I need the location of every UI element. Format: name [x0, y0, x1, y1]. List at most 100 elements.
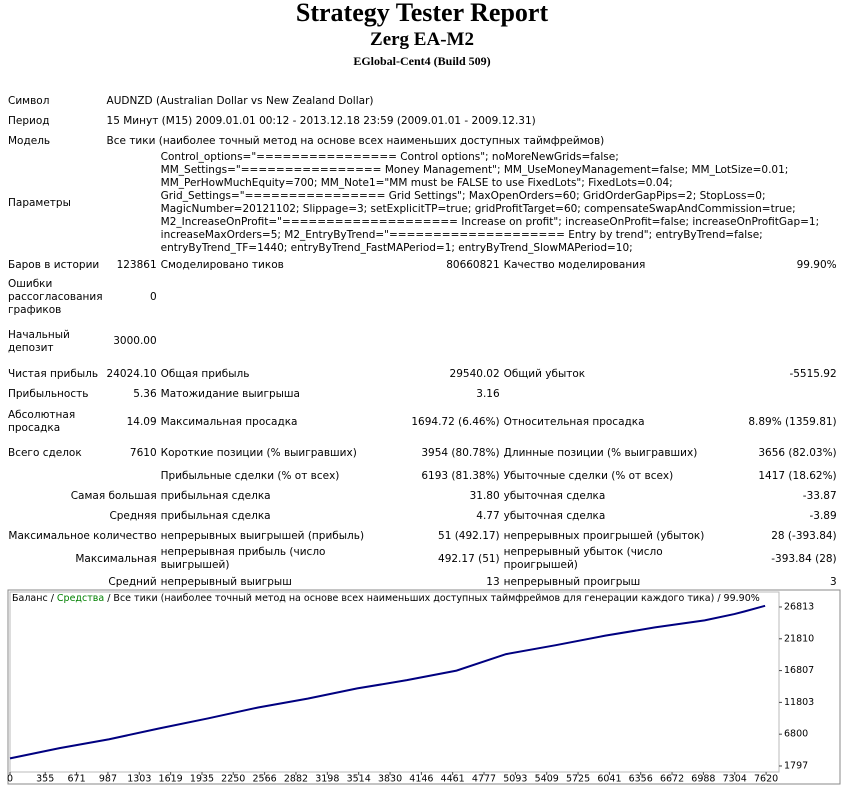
- balance-line: [9, 604, 766, 760]
- chart-frame: [7, 589, 841, 785]
- label: Средняя: [109, 509, 157, 522]
- x-tick-label: 2882: [284, 774, 308, 785]
- label: Начальный депозит: [8, 328, 70, 354]
- label: Чистая прибыль: [8, 367, 99, 380]
- value: -3.89: [809, 509, 837, 522]
- report-subtitle: Zerg EA-M2: [370, 29, 474, 50]
- value: 3: [829, 575, 837, 588]
- label: Параметры: [8, 196, 71, 209]
- value: 7610: [129, 446, 157, 459]
- value: 6193 (81.38%): [421, 469, 500, 482]
- plot-area: [9, 591, 780, 773]
- label: непрерывный выигрыш: [160, 575, 292, 588]
- label: Максимальная просадка: [160, 415, 298, 428]
- x-tick-label: 4777: [472, 774, 496, 785]
- stats-table: Символ AUDNZD (Australian Dollar vs New Z…: [6, 91, 839, 592]
- value: 24024.10: [106, 367, 157, 380]
- label: Матожидание выигрыша: [160, 387, 300, 400]
- value: Control_options="================ Contro…: [160, 151, 820, 254]
- report-title: Strategy Tester Report: [295, 0, 549, 27]
- value: -393.84 (28): [771, 552, 837, 565]
- label: Относительная просадка: [503, 415, 645, 428]
- value: Все тики (наиболее точный метод на основ…: [106, 134, 605, 147]
- value: 51 (492.17): [438, 529, 500, 542]
- x-tick-label: 2566: [253, 774, 277, 785]
- x-tick-label: 6988: [691, 774, 715, 785]
- label: Короткие позиции (% выигравших): [160, 446, 357, 459]
- value: 123861: [116, 258, 157, 271]
- value: 13: [486, 575, 500, 588]
- value: 3656 (82.03%): [758, 446, 837, 459]
- value: 28 (-393.84): [771, 529, 837, 542]
- value: 492.17 (51): [438, 552, 500, 565]
- x-tick-label: 6672: [660, 774, 684, 785]
- label: Средний: [108, 575, 157, 588]
- x-tick-label: 1619: [159, 774, 183, 785]
- x-tick-label: 3514: [347, 774, 371, 785]
- x-tick-label: 5725: [566, 774, 590, 785]
- x-tick-label: 671: [68, 774, 86, 785]
- x-tick-label: 5409: [535, 774, 559, 785]
- label: Качество моделирования: [503, 258, 646, 271]
- y-tick-label: 1797: [784, 760, 808, 771]
- label: непрерывный проигрыш: [503, 575, 641, 588]
- label: Прибыльность: [8, 387, 89, 400]
- label: непрерывная прибыль (число выигрышей): [160, 546, 326, 571]
- value: -33.87: [802, 489, 837, 502]
- y-tick-label: 21810: [784, 633, 814, 644]
- x-tick-label: 4146: [409, 774, 433, 785]
- y-tick-label: 6800: [784, 729, 808, 740]
- label: Абсолютная просадка: [8, 409, 76, 434]
- x-tick-label: 1303: [127, 774, 151, 785]
- label: Общий убыток: [503, 367, 586, 380]
- y-tick-label: 11803: [784, 697, 814, 708]
- x-tick-label: 2250: [221, 774, 245, 785]
- balance-chart: Баланс / Средства / Все тики (наиболее т…: [7, 589, 841, 785]
- label: Модель: [8, 134, 51, 147]
- x-tick-label: 987: [99, 774, 117, 785]
- legend-part: Баланс: [12, 593, 48, 604]
- label: Прибыльные сделки (% от всех): [160, 469, 340, 482]
- value: 8.89% (1359.81): [748, 415, 837, 428]
- label: Всего сделок: [8, 446, 82, 459]
- label: Максимальная: [75, 552, 157, 565]
- y-tick-label: 16807: [784, 665, 814, 676]
- label: Длинные позиции (% выигравших): [503, 446, 698, 459]
- x-tick-label: 3198: [315, 774, 339, 785]
- y-tick-label: 26813: [784, 601, 814, 612]
- label: непрерывных выигрышей (прибыль): [160, 529, 365, 542]
- value: 5.36: [133, 387, 157, 400]
- x-tick-label: 5093: [503, 774, 527, 785]
- value: 3.16: [476, 387, 500, 400]
- value: 99.90%: [796, 258, 837, 271]
- x-tick-label: 7620: [754, 774, 778, 785]
- value: AUDNZD (Australian Dollar vs New Zealand…: [106, 94, 374, 107]
- value: -5515.92: [789, 367, 837, 380]
- x-tick-label: 355: [36, 774, 54, 785]
- value: 15 Минут (M15) 2009.01.01 00:12 - 2013.1…: [106, 114, 536, 127]
- legend: Баланс / Средства / Все тики (наиболее т…: [12, 593, 760, 604]
- label: Баров в истории: [8, 258, 100, 271]
- value: 0: [149, 290, 157, 303]
- label: Смоделировано тиков: [160, 258, 284, 271]
- x-tick-label: 3830: [378, 774, 402, 785]
- x-tick-label: 6041: [597, 774, 621, 785]
- legend-part: / Все тики (наиболее точный метод на осн…: [104, 593, 760, 604]
- label: прибыльная сделка: [160, 489, 271, 502]
- legend-part: Средства: [57, 593, 104, 604]
- label: Самая большая: [70, 489, 157, 502]
- label: Символ: [8, 94, 50, 107]
- legend-part: /: [48, 593, 57, 604]
- value: 31.80: [469, 489, 500, 502]
- value: 80660821: [446, 258, 500, 271]
- value: 14.09: [126, 415, 157, 428]
- label: Убыточные сделки (% от всех): [503, 469, 674, 482]
- label: убыточная сделка: [503, 509, 606, 522]
- label: Максимальное количество: [8, 529, 157, 542]
- value: 4.77: [476, 509, 500, 522]
- broker: EGlobal-Cent4 (Build 509): [353, 54, 491, 68]
- x-tick-label: 4461: [441, 774, 465, 785]
- value: 3954 (80.78%): [421, 446, 500, 459]
- x-tick-label: 7304: [723, 774, 747, 785]
